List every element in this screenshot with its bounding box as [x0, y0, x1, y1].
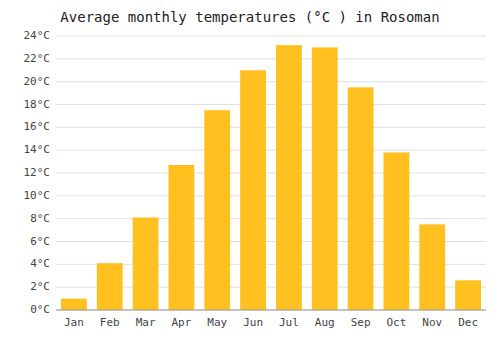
y-tick-label: 24°C	[24, 29, 51, 42]
bars	[61, 45, 481, 310]
grid-line	[56, 104, 486, 105]
bar	[419, 224, 445, 310]
bar	[97, 263, 123, 310]
y-tick-label: 0°C	[30, 303, 50, 316]
y-tick-label: 8°C	[30, 212, 50, 225]
x-tick-label: Apr	[171, 316, 191, 329]
y-tick-label: 4°C	[30, 257, 50, 270]
y-tick-label: 12°C	[24, 166, 51, 179]
bar	[133, 218, 159, 310]
x-tick-label: Mar	[136, 316, 156, 329]
grid	[56, 36, 486, 310]
title: Average monthly temperatures (°C ) in Ro…	[60, 9, 439, 25]
y-ticks: 0°C 2°C 4°C 6°C 8°C 10°C 12°C 14°C 16°C 18°C 20°C 2…	[24, 29, 51, 316]
y-tick-label: 16°C	[24, 120, 51, 133]
y-tick-label: 22°C	[24, 52, 51, 65]
grid-line	[56, 150, 486, 151]
grid-line	[56, 195, 486, 196]
bar	[240, 70, 266, 310]
y-tick-label: 14°C	[24, 143, 51, 156]
x-ticks: Jan Feb Mar Apr May Jun Jul Aug Sep Oct Nov Dec	[64, 316, 478, 329]
grid-line	[56, 173, 486, 174]
x-tick-label: Oct	[386, 316, 406, 329]
grid-line	[56, 58, 486, 59]
x-tick-label: May	[207, 316, 227, 329]
grid-line	[56, 36, 486, 37]
grid-line	[56, 81, 486, 82]
bar	[312, 47, 338, 310]
chart: 0°C 2°C 4°C 6°C 8°C 10°C 12°C 14°C 16°C 18°C 20°C 2…	[0, 0, 500, 350]
x-tick-label: Dec	[458, 316, 478, 329]
bar	[455, 280, 481, 310]
grid-line	[56, 218, 486, 219]
bar	[276, 45, 302, 310]
x-tick-label: Nov	[422, 316, 442, 329]
x-tick-label: Jun	[243, 316, 263, 329]
x-tick-label: Aug	[315, 316, 335, 329]
x-tick-label: Jul	[279, 316, 299, 329]
y-tick-label: 2°C	[30, 280, 50, 293]
bar	[384, 152, 410, 310]
x-tick-label: Jan	[64, 316, 84, 329]
x-tick-label: Sep	[351, 316, 371, 329]
bar	[169, 165, 195, 310]
x-axis-line	[56, 310, 486, 311]
grid-line	[56, 127, 486, 128]
y-tick-label: 6°C	[30, 235, 50, 248]
bar	[204, 110, 230, 310]
grid-line	[56, 310, 486, 311]
y-tick-label: 20°C	[24, 75, 51, 88]
y-tick-label: 10°C	[24, 189, 51, 202]
bar	[61, 299, 87, 310]
y-tick-label: 18°C	[24, 98, 51, 111]
x-tick-label: Feb	[100, 316, 120, 329]
bar	[348, 87, 374, 310]
